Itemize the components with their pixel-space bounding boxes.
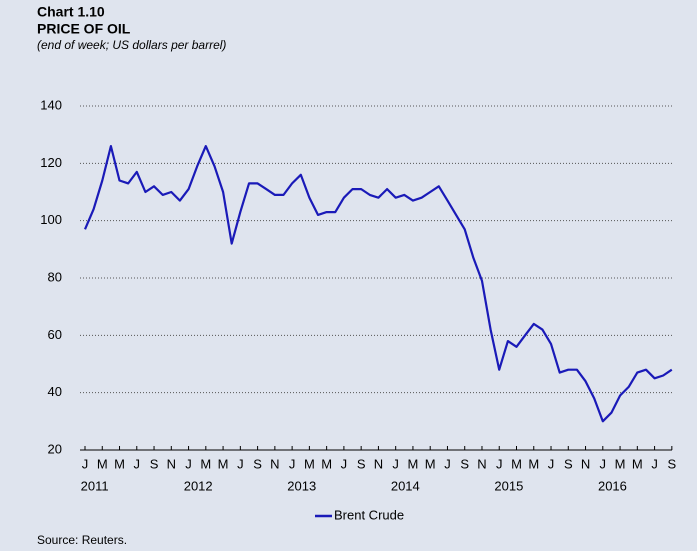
x-tick-label: S [668,456,677,471]
x-tick-label: N [270,456,279,471]
x-tick-label: M [425,456,436,471]
x-tick-label: S [460,456,469,471]
x-tick-label: M [632,456,643,471]
chart-note: (end of week; US dollars per barrel) [37,38,226,52]
x-tick-label: M [218,456,229,471]
year-label: 2015 [494,478,523,493]
x-tick-label: J [496,456,503,471]
source: Source: Reuters. [37,533,127,547]
x-tick-label: J [82,456,89,471]
x-tick-label: J [548,456,555,471]
x-tick-label: S [150,456,159,471]
x-tick-label: M [408,456,419,471]
x-tick-label: J [341,456,348,471]
y-tick-label: 140 [40,97,62,112]
y-tick-label: 80 [48,269,62,284]
year-label: 2014 [391,478,420,493]
legend-label: Brent Crude [334,507,404,522]
x-tick-label: M [304,456,315,471]
x-tick-label: M [615,456,626,471]
x-tick-label: J [134,456,141,471]
x-tick-label: M [511,456,522,471]
year-label: 2016 [598,478,627,493]
chart-title: Chart 1.10 [37,4,105,20]
year-label: 2013 [287,478,316,493]
year-label: 2011 [81,478,109,493]
x-tick-label: N [374,456,383,471]
x-tick-label: M [97,456,108,471]
x-tick-label: J [651,456,658,471]
x-tick-label: J [600,456,607,471]
x-tick-label: M [200,456,211,471]
x-tick-label: M [114,456,125,471]
x-tick-label: M [321,456,332,471]
x-tick-label: M [528,456,539,471]
y-tick-label: 40 [48,384,62,399]
y-tick-label: 60 [48,327,62,342]
y-tick-label: 20 [48,441,62,456]
x-tick-label: N [167,456,176,471]
x-tick-label: J [185,456,192,471]
x-tick-label: J [237,456,244,471]
chart-subtitle: PRICE OF OIL [37,21,131,37]
y-tick-label: 100 [40,212,62,227]
x-tick-label: S [357,456,366,471]
x-tick-label: S [253,456,262,471]
x-tick-label: S [564,456,573,471]
x-tick-label: J [289,456,296,471]
x-tick-label: N [477,456,486,471]
year-label: 2012 [184,478,213,493]
series-line [83,145,673,423]
x-tick-label: J [392,456,399,471]
x-tick-label: J [444,456,451,471]
x-tick-label: N [581,456,590,471]
y-tick-label: 120 [40,155,62,170]
